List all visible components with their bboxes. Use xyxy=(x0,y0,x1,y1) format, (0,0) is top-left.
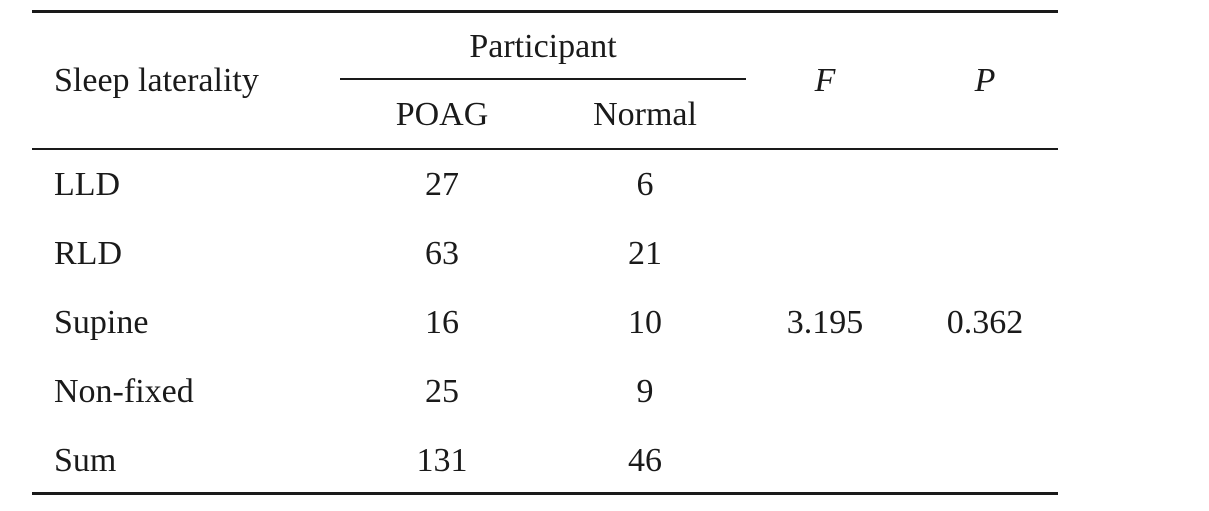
poag-value: 27 xyxy=(425,166,459,203)
normal-value: 10 xyxy=(628,304,662,341)
normal-value: 6 xyxy=(636,166,654,203)
normal-value: 9 xyxy=(636,373,654,410)
row-label: RLD xyxy=(54,235,122,272)
poag-value: 16 xyxy=(425,304,459,341)
data-table: Sleep laterality Participant POAG Normal… xyxy=(32,0,1058,511)
group-header-rule xyxy=(340,78,746,80)
header-rule xyxy=(32,148,1058,150)
top-rule xyxy=(32,10,1058,13)
row-label: Sum xyxy=(54,442,117,479)
poag-value: 63 xyxy=(425,235,459,272)
f-value: 3.195 xyxy=(786,304,864,341)
row-label: Non-fixed xyxy=(54,373,194,410)
normal-value: 46 xyxy=(628,442,662,479)
normal-column-header: Normal xyxy=(593,96,697,133)
row-label: LLD xyxy=(54,166,121,203)
p-value: 0.362 xyxy=(946,304,1024,341)
bottom-rule xyxy=(32,492,1058,495)
row-header-label: Sleep laterality xyxy=(54,62,259,99)
poag-column-header: POAG xyxy=(395,96,489,133)
normal-value: 21 xyxy=(628,235,662,272)
p-column-header: P xyxy=(974,62,996,99)
row-label: Supine xyxy=(54,304,149,341)
participant-group-header: Participant xyxy=(469,28,617,65)
poag-value: 131 xyxy=(416,442,468,479)
poag-value: 25 xyxy=(425,373,459,410)
f-column-header: F xyxy=(814,62,836,99)
